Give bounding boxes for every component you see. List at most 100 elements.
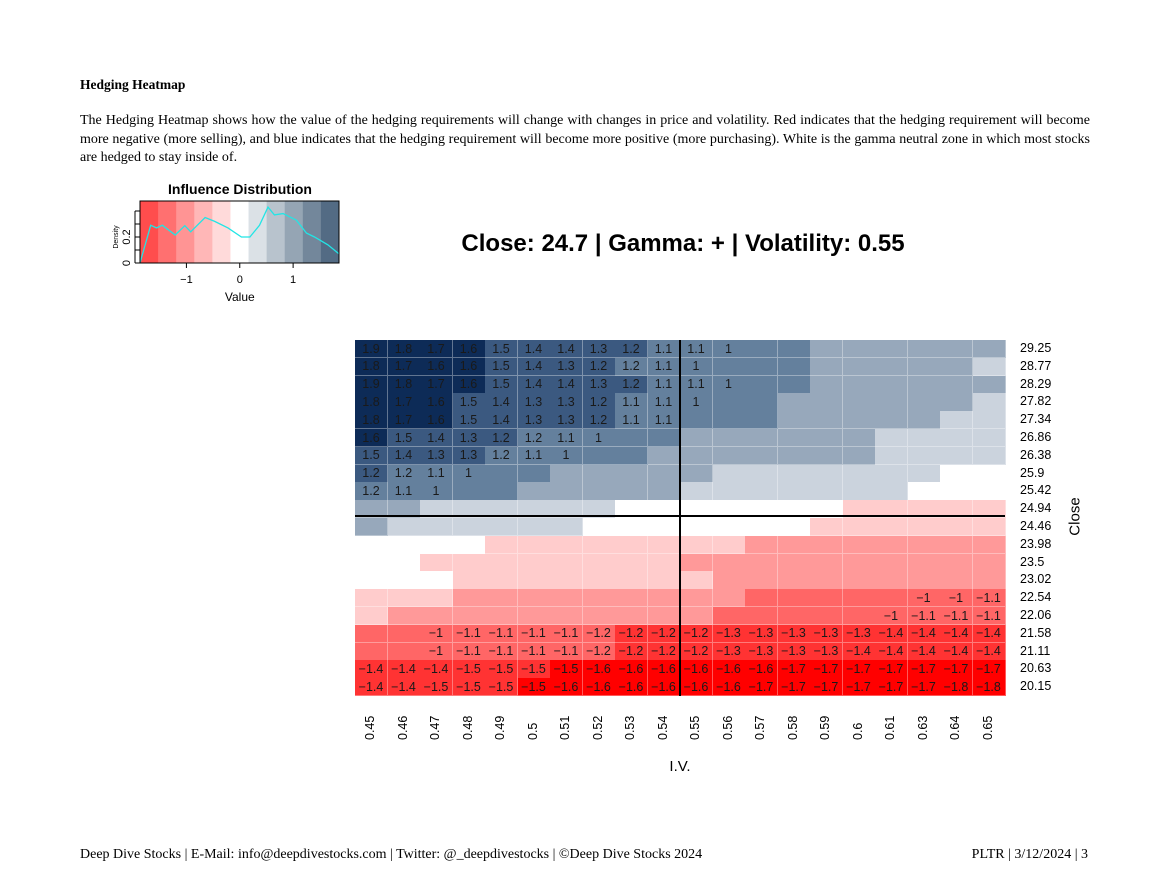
heatmap-cell <box>582 464 616 483</box>
heatmap-cell: 1.4 <box>517 375 551 394</box>
heatmap-cell <box>517 464 551 483</box>
heatmap-cell <box>550 482 583 501</box>
heatmap-cell: 1.1 <box>647 411 681 430</box>
heatmap-cell: 1.2 <box>387 464 421 483</box>
heatmap-cell <box>842 393 876 412</box>
heatmap-cell <box>517 571 551 590</box>
heatmap-cell <box>777 589 811 608</box>
heatmap-cell <box>582 553 616 572</box>
heatmap-cell: 1.1 <box>647 393 681 412</box>
heatmap-cell <box>745 357 778 377</box>
heatmap-cell <box>842 571 876 590</box>
heatmap-cell: 1.2 <box>615 357 648 377</box>
heatmap-cell: −1.6 <box>647 660 681 679</box>
legend-color-band <box>194 201 213 263</box>
heatmap-cell: 1.8 <box>355 357 388 377</box>
heatmap-cell: 1.4 <box>550 340 583 359</box>
heatmap-cell: −1.7 <box>810 660 843 679</box>
heatmap-cell: −1.7 <box>777 660 811 679</box>
heatmap-cell: −1.4 <box>355 660 388 679</box>
heatmap-cell <box>972 393 1006 412</box>
heatmap-cell <box>452 589 486 608</box>
heatmap-cell: −1.2 <box>615 624 648 644</box>
heatmap-cell <box>550 553 583 572</box>
heatmap-cell <box>972 340 1006 359</box>
description-paragraph: The Hedging Heatmap shows how the value … <box>80 113 1090 165</box>
x-axis-title: Value <box>225 290 255 304</box>
heatmap-cell <box>680 411 713 430</box>
heatmap-cell <box>875 518 908 537</box>
y-tick-label: 28.77 <box>1020 358 1052 373</box>
heatmap-cell: −1.4 <box>940 624 973 644</box>
heatmap-cell <box>907 429 941 448</box>
heatmap-cell: −1.6 <box>615 678 648 697</box>
heatmap-cell: −1.1 <box>452 624 486 644</box>
x-tick-label: 0.52 <box>590 715 605 740</box>
heatmap-cell: 1.1 <box>680 375 713 394</box>
y-tick-label: 0.2 <box>121 229 133 244</box>
heatmap-cell <box>907 340 941 359</box>
heatmap-cell <box>842 589 876 608</box>
heatmap-cell: 1.7 <box>387 357 421 377</box>
heatmap-cell <box>875 553 908 572</box>
x-tick-label: 0.63 <box>915 715 930 740</box>
heatmap-cell <box>387 607 421 626</box>
heatmap-cell: 1.2 <box>582 393 616 412</box>
heatmap-cell: 1 <box>712 340 746 359</box>
heatmap-cell <box>485 535 518 555</box>
heatmap-cell <box>680 589 713 608</box>
heatmap-cell: −1.5 <box>550 660 583 679</box>
heatmap-cell: −1.1 <box>485 624 518 644</box>
heatmap-cell <box>875 589 908 608</box>
heatmap-cell <box>810 446 843 466</box>
heatmap-cell: −1.2 <box>680 624 713 644</box>
heatmap-cell <box>387 624 421 644</box>
heatmap-cell: −1.2 <box>647 642 681 661</box>
y-tick-label: 23.02 <box>1020 572 1052 587</box>
heatmap-cell <box>810 482 843 501</box>
heatmap-cell: −1.7 <box>842 660 876 679</box>
heatmap-cell: −1.3 <box>810 624 843 644</box>
x-tick-label: 0.65 <box>980 715 995 740</box>
heatmap-cell <box>647 429 681 448</box>
heatmap-cell: −1.4 <box>972 624 1006 644</box>
heatmap-cell: 1.4 <box>517 340 551 359</box>
heatmap-cell: 1.4 <box>485 393 518 412</box>
heatmap-cell: 1.3 <box>420 446 453 466</box>
heatmap-cell: 1.4 <box>550 375 583 394</box>
heatmap-cell: 1.5 <box>485 375 518 394</box>
heatmap-cell <box>875 464 908 483</box>
heatmap-cell <box>355 607 388 626</box>
heatmap-cell <box>777 375 811 394</box>
x-tick-label: 0.49 <box>493 715 507 740</box>
x-tick-label: 0.57 <box>753 715 767 740</box>
heatmap-cell: −1.7 <box>875 678 908 697</box>
heatmap-cell: −1.1 <box>485 642 518 661</box>
heatmap-cell <box>680 571 713 590</box>
heatmap-cell: −1 <box>420 642 453 661</box>
heatmap-cell: 1.4 <box>420 429 453 448</box>
heatmap-cell <box>842 482 876 501</box>
heatmap-cell <box>550 464 583 483</box>
heatmap-cell: 1.6 <box>452 340 486 359</box>
heatmap-cell <box>387 535 421 555</box>
legend-color-band <box>230 201 250 263</box>
heatmap-cell <box>420 607 453 626</box>
heatmap-cell <box>875 340 908 359</box>
heatmap-cell: −1.5 <box>420 678 453 697</box>
heatmap-cell <box>777 411 811 430</box>
heatmap-cell <box>355 535 388 555</box>
heatmap-cell: −1.7 <box>972 660 1006 679</box>
heatmap-cell: 1.5 <box>387 429 421 448</box>
y-tick-label: 25.42 <box>1020 483 1052 498</box>
x-tick-label: 0.59 <box>818 715 832 740</box>
heatmap-cell <box>810 429 843 448</box>
heatmap-cell <box>712 464 746 483</box>
heatmap-cell: 1.1 <box>420 464 453 483</box>
x-tick-label: 0.58 <box>785 715 800 740</box>
heatmap-cell: 1 <box>420 482 453 501</box>
heatmap-cell: 1.6 <box>355 429 388 448</box>
heatmap-cell <box>582 589 616 608</box>
y-tick-label: 22.06 <box>1020 608 1052 622</box>
heatmap-cell <box>745 340 778 359</box>
